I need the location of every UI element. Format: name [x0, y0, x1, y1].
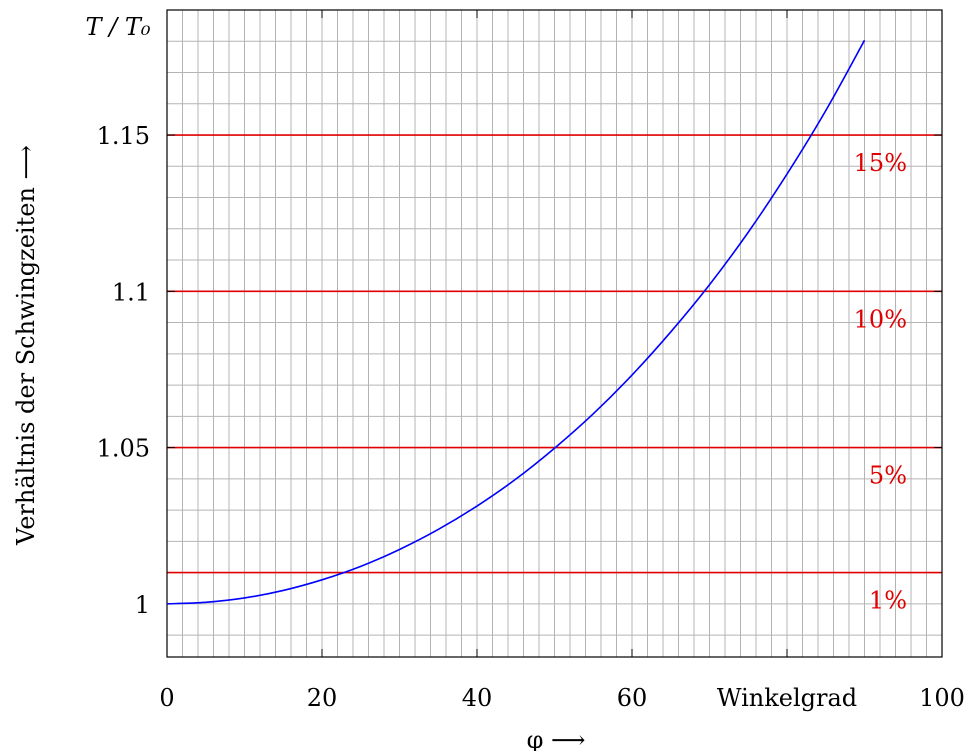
x-tick-label: 100	[919, 684, 965, 712]
reference-line-label: 5%	[869, 462, 907, 490]
series-line	[166, 39, 866, 605]
y-axis-title: Verhältnis der Schwingzeiten ⟶	[12, 145, 40, 546]
y-tick-label: 1	[135, 591, 150, 619]
x-unit-label: Winkelgrad	[717, 684, 857, 712]
reference-line-label: 10%	[854, 305, 907, 333]
x-tick-label: 0	[159, 684, 174, 712]
grid	[167, 9, 942, 657]
plot-area-frame	[166, 9, 943, 658]
y-tick-label: 1.05	[97, 435, 150, 463]
reference-line-label: 15%	[854, 149, 907, 177]
x-tick-label: 60	[617, 684, 648, 712]
x-tick-label: 40	[462, 684, 493, 712]
x-tick-labels: 0 20 40 60 100	[159, 684, 965, 712]
data-series	[166, 39, 866, 605]
tick-marks	[167, 10, 942, 657]
y-tick-labels: 1 1.05 1.1 1.15	[97, 122, 150, 619]
reference-line-label: 1%	[869, 587, 907, 615]
y-unit-label: T / T₀	[86, 13, 151, 41]
x-axis-title: φ ⟶	[527, 726, 586, 751]
y-tick-label: 1.1	[112, 278, 150, 306]
x-tick-label: 20	[307, 684, 338, 712]
y-tick-label: 1.15	[97, 122, 150, 150]
